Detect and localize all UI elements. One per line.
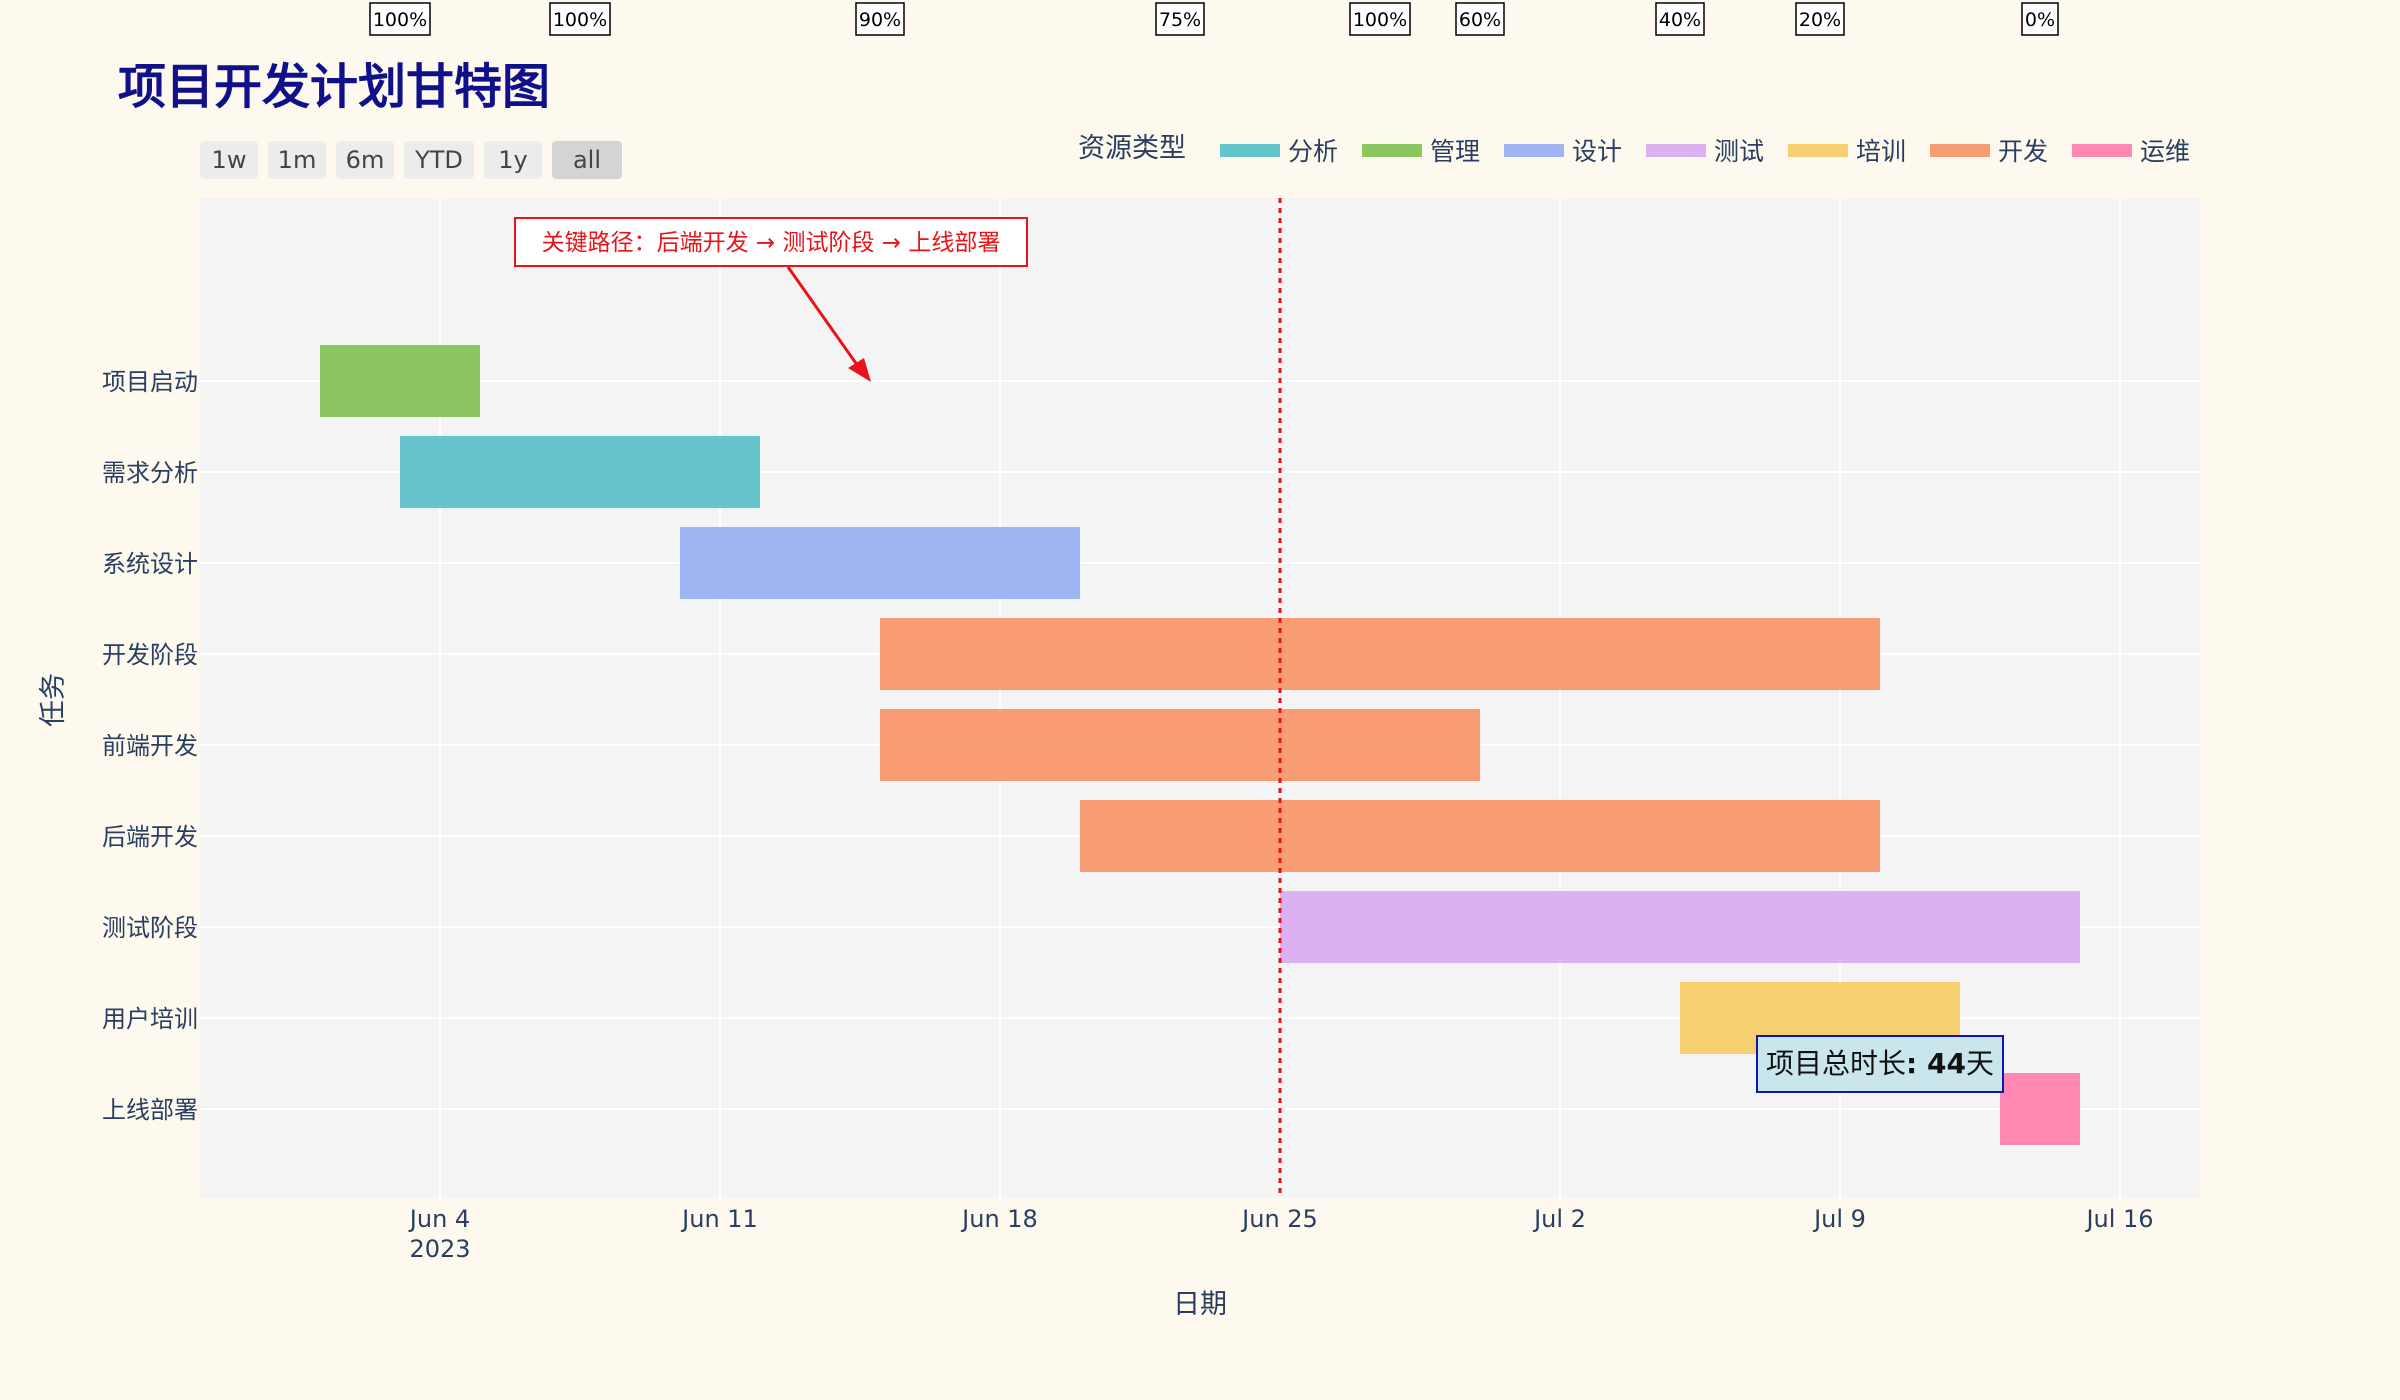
progress-label: 100% xyxy=(373,9,427,31)
progress-label: 0% xyxy=(2025,9,2055,31)
total-duration-prefix: 项目总时长 xyxy=(1766,1047,1906,1080)
gantt-bar[interactable] xyxy=(1080,800,1880,872)
range-button-label: 1w xyxy=(212,146,247,174)
total-duration-value: : 44 xyxy=(1906,1047,1966,1080)
legend-swatch xyxy=(2072,144,2132,157)
progress-label-box xyxy=(1795,2,1845,36)
range-button-ytd[interactable] xyxy=(404,141,474,179)
range-button-1w[interactable] xyxy=(200,141,258,179)
legend-item-label[interactable]: 培训 xyxy=(1856,137,1906,166)
legend-swatch xyxy=(1362,144,1422,157)
gantt-bar[interactable] xyxy=(880,618,1880,690)
total-duration-annotation: 项目总时长: 44天 xyxy=(1756,1035,2004,1093)
progress-label: 100% xyxy=(553,9,607,31)
progress-label: 60% xyxy=(1459,9,1501,31)
progress-labels: 100% 100% 90% 100% 75% 60% 40% 20% 0% xyxy=(369,2,2059,36)
range-button-6m[interactable] xyxy=(336,141,394,179)
y-axis-title: 任务 xyxy=(38,673,69,727)
legend-swatch xyxy=(1930,144,1990,157)
progress-label-box xyxy=(369,2,431,36)
range-button-1m[interactable] xyxy=(268,141,326,179)
range-button-label: YTD xyxy=(414,146,463,174)
x-tick-label: Jun 4 xyxy=(408,1205,470,1233)
legend-item-label[interactable]: 测试 xyxy=(1714,137,1764,166)
y-tick-label: 后端开发 xyxy=(102,823,198,851)
legend-item-label[interactable]: 运维 xyxy=(2140,137,2190,166)
y-tick-label: 系统设计 xyxy=(102,550,198,578)
x-tick-label: Jul 9 xyxy=(1812,1205,1866,1233)
progress-label-box xyxy=(1155,2,1205,36)
range-button-label: all xyxy=(573,146,601,174)
progress-label: 20% xyxy=(1799,9,1841,31)
progress-label-box xyxy=(1655,2,1705,36)
legend-item-label[interactable]: 开发 xyxy=(1998,137,2048,166)
gantt-bar[interactable] xyxy=(880,709,1480,781)
y-tick-label: 需求分析 xyxy=(102,459,198,487)
legend-swatch xyxy=(1220,144,1280,157)
progress-label: 40% xyxy=(1659,9,1701,31)
gantt-bar[interactable] xyxy=(400,436,760,508)
y-tick-label: 项目启动 xyxy=(102,368,198,396)
legend-swatch xyxy=(1646,144,1706,157)
y-tick-label: 测试阶段 xyxy=(102,914,198,942)
critical-path-text: 关键路径：后端开发 → 测试阶段 → 上线部署 xyxy=(542,230,1001,256)
progress-label: 75% xyxy=(1159,9,1201,31)
legend-swatch xyxy=(1504,144,1564,157)
x-tick-label: Jun 25 xyxy=(1240,1205,1318,1233)
progress-label-box xyxy=(549,2,611,36)
x-axis-title: 日期 xyxy=(1173,1289,1227,1320)
critical-path-annotation: 关键路径：后端开发 → 测试阶段 → 上线部署 xyxy=(514,217,1028,382)
y-tick-label: 上线部署 xyxy=(102,1096,198,1124)
progress-label: 100% xyxy=(1353,9,1407,31)
y-tick-label: 开发阶段 xyxy=(102,641,198,669)
progress-label-box xyxy=(1455,2,1505,36)
x-tick-label: Jun 11 xyxy=(680,1205,758,1233)
x-tick-sublabel: 2023 xyxy=(409,1235,470,1263)
gantt-bar[interactable] xyxy=(2000,1073,2080,1145)
x-tick-label: Jul 16 xyxy=(2084,1205,2153,1233)
range-button-label: 6m xyxy=(346,146,385,174)
total-duration-box xyxy=(1756,1035,2004,1093)
chart-title: 项目开发计划甘特图 xyxy=(118,59,550,115)
legend-swatch xyxy=(1788,144,1848,157)
range-button-1y[interactable] xyxy=(484,141,542,179)
legend-item-label[interactable]: 分析 xyxy=(1288,137,1338,166)
y-tick-label: 前端开发 xyxy=(102,732,198,760)
range-selector: 1w 1m 6m YTD 1y all xyxy=(200,141,622,179)
x-tick-label: Jun 18 xyxy=(960,1205,1038,1233)
y-tick-label: 用户培训 xyxy=(102,1005,198,1033)
progress-label-box xyxy=(1349,2,1411,36)
gantt-bar[interactable] xyxy=(1280,891,2080,963)
gantt-bar[interactable] xyxy=(680,527,1080,599)
total-duration-text: 项目总时长: 44天 xyxy=(1766,1047,1994,1080)
legend-item-label[interactable]: 管理 xyxy=(1430,137,1480,166)
legend: 资源类型 分析 管理 设计 测试 培训 开发 运维 xyxy=(1078,133,2190,166)
progress-label-box xyxy=(2021,2,2059,36)
range-button-label: 1m xyxy=(278,146,317,174)
critical-path-arrow-line xyxy=(786,266,862,370)
critical-path-arrowhead xyxy=(848,358,871,382)
legend-title: 资源类型 xyxy=(1078,133,1186,164)
x-tick-label: Jul 2 xyxy=(1532,1205,1586,1233)
range-button-all[interactable] xyxy=(552,141,622,179)
gantt-bar[interactable] xyxy=(320,345,480,417)
critical-path-box xyxy=(514,217,1028,267)
legend-item-label[interactable]: 设计 xyxy=(1572,137,1622,166)
total-duration-suffix: 天 xyxy=(1966,1047,1994,1080)
progress-label-box xyxy=(855,2,905,36)
progress-label: 90% xyxy=(859,9,901,31)
range-button-label: 1y xyxy=(498,146,527,174)
